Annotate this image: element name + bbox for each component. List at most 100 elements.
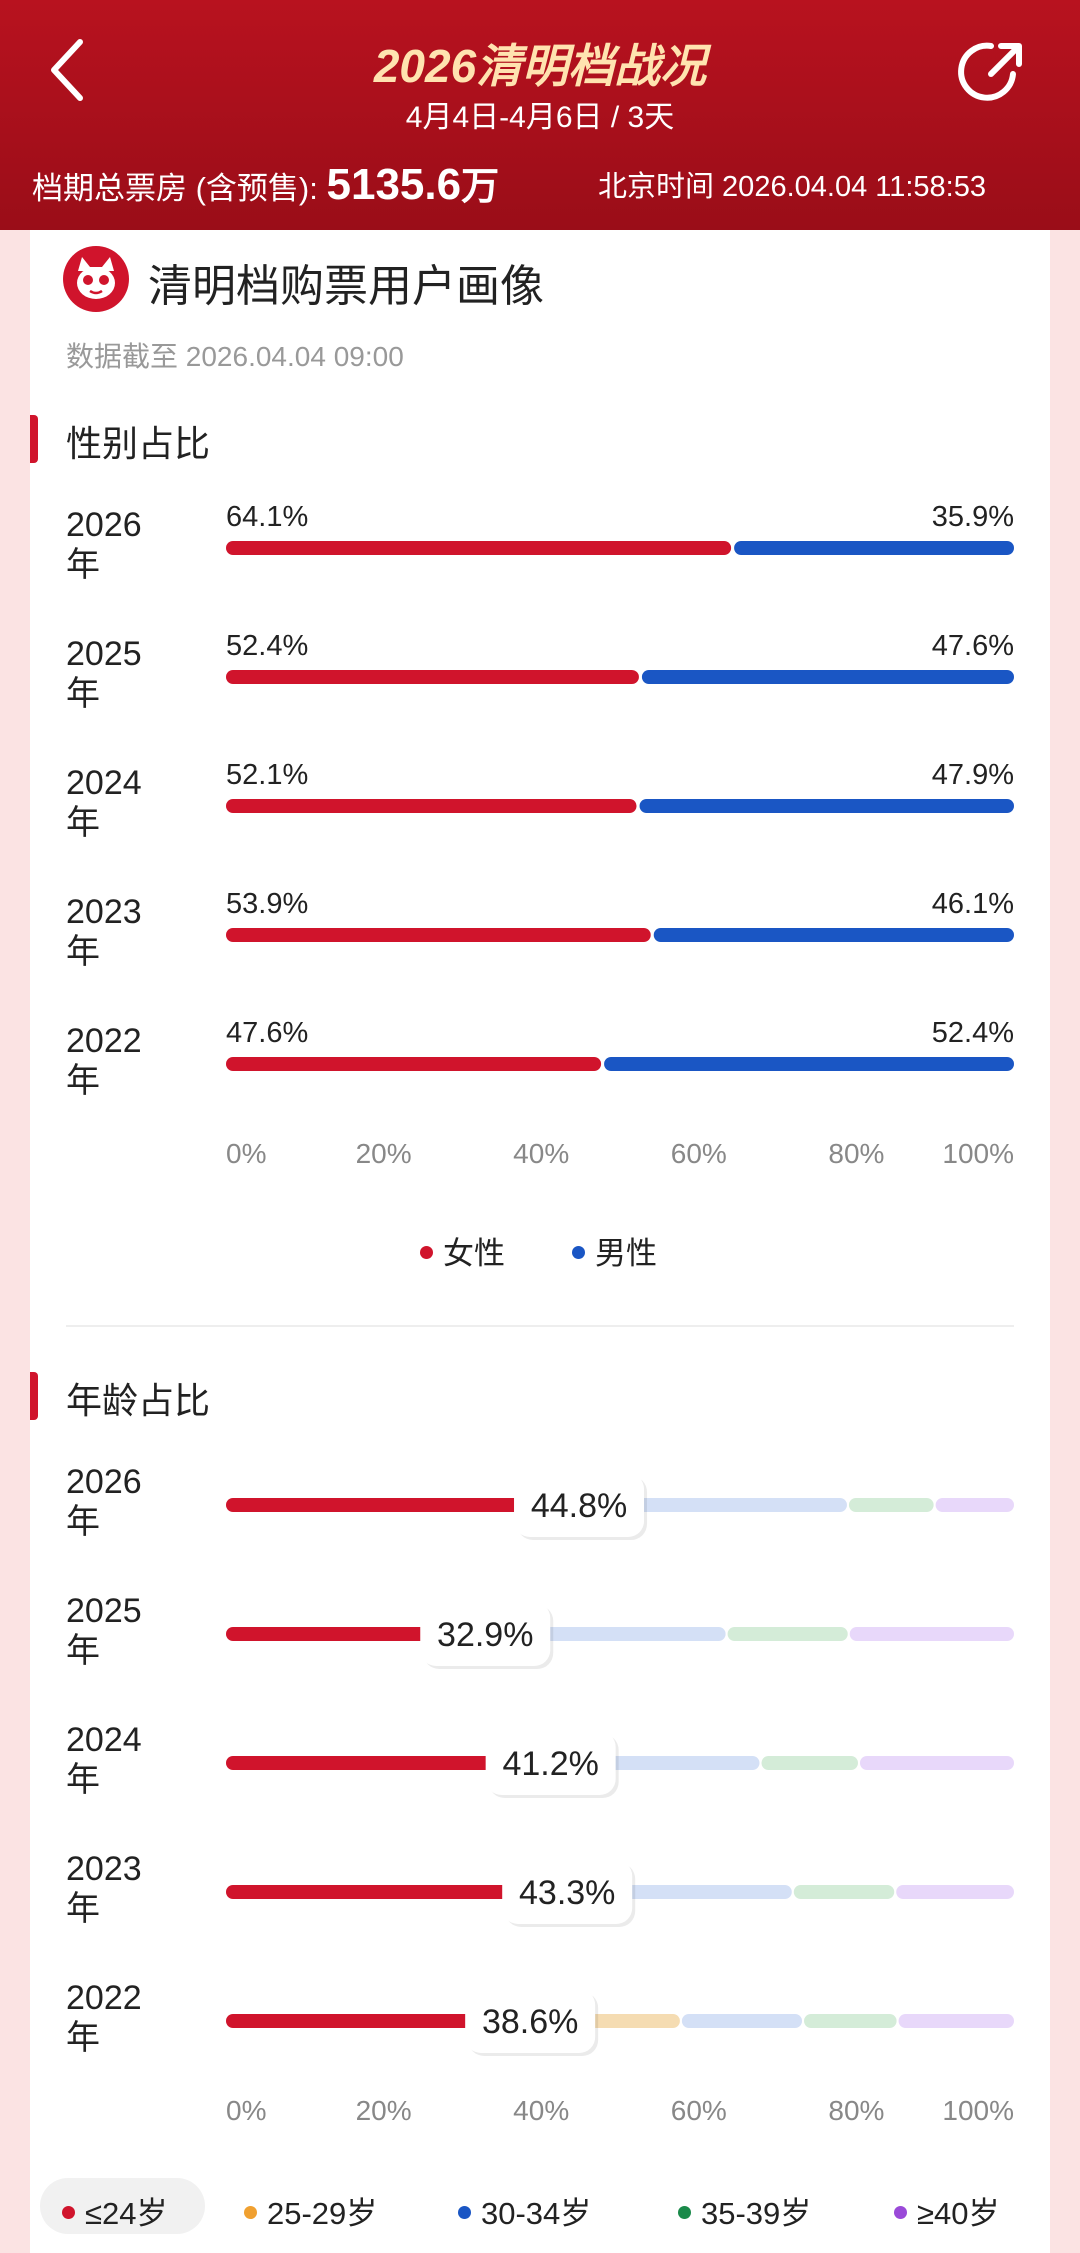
section-marker: [30, 415, 38, 463]
gender-chart: 2026 年 2025 年 2024 年 2023 年 2022 年 64.1% 35.9% 52.4%…: [66, 501, 1014, 1169]
x-tick-label: 100%: [942, 1138, 1014, 1169]
bar-segment-2[interactable]: [581, 1498, 847, 1512]
bar-segment-2[interactable]: [681, 2014, 803, 2028]
maoyan-cat-logo: [63, 246, 129, 312]
data-label-male: 46.1%: [932, 888, 1014, 920]
total-label: 档期总票房 (含预售):: [32, 171, 318, 206]
bar-male[interactable]: [641, 670, 1014, 684]
category-label: 2025 年: [66, 1592, 142, 1670]
bar-segment-0[interactable]: [226, 1885, 568, 1899]
bar-segment-4[interactable]: [896, 1885, 1014, 1899]
tooltip-box: [465, 1989, 596, 2053]
bar-female[interactable]: [226, 799, 637, 813]
total-value: 5135.6: [326, 160, 462, 209]
divider: [66, 1325, 1014, 1327]
bar-segment-3[interactable]: [793, 1885, 895, 1899]
bar-segment-3[interactable]: [848, 1498, 934, 1512]
bar-female[interactable]: [226, 928, 651, 942]
bar-segment-3[interactable]: [761, 1756, 858, 1770]
value-tooltip: 43.3%: [502, 1860, 636, 1927]
legend-label: 30-34岁: [481, 2196, 592, 2231]
x-tick-label: 0%: [226, 1138, 266, 1169]
section-marker: [30, 1372, 38, 1420]
bar-male[interactable]: [653, 928, 1014, 942]
tooltip-box: [420, 1602, 551, 1666]
bar-male[interactable]: [604, 1057, 1014, 1071]
legend-label: 25-29岁: [267, 2196, 378, 2231]
x-tick-label: 20%: [356, 1138, 412, 1169]
x-tick-label: 100%: [942, 2095, 1014, 2126]
bar-segment-4[interactable]: [898, 2014, 1014, 2028]
x-tick-label: 60%: [671, 2095, 727, 2126]
data-label-under24: 41.2%: [502, 1745, 598, 1783]
bar-segment-4[interactable]: [859, 1756, 1014, 1770]
data-label-female: 64.1%: [226, 501, 308, 533]
legend-dot: [420, 1246, 433, 1260]
legend-label: ≥40岁: [917, 2196, 1000, 2231]
category-label: 2024 年: [66, 1721, 142, 1799]
age-legend-35-39[interactable]: 35-39岁: [678, 2188, 811, 2233]
bar-segment-4[interactable]: [935, 1498, 1014, 1512]
legend-dot: [572, 1246, 585, 1260]
data-label-female: 52.1%: [226, 759, 308, 791]
category-label: 2022 年: [66, 1979, 142, 2057]
data-label-under24: 43.3%: [519, 1874, 615, 1912]
bar-male[interactable]: [639, 799, 1014, 813]
tooltip-box: [485, 1731, 616, 1795]
gender-section-title: 性别占比: [66, 423, 211, 464]
category-label: 2026 年: [66, 506, 142, 584]
bar-segment-0[interactable]: [226, 1756, 551, 1770]
x-tick-label: 20%: [356, 2095, 412, 2126]
bar-segment-3[interactable]: [727, 1627, 848, 1641]
legend-label: ≤24岁: [85, 2196, 168, 2231]
total-unit: 万: [461, 166, 500, 208]
value-tooltip: 38.6%: [465, 1989, 599, 2056]
bar-segment-4[interactable]: [849, 1627, 1014, 1641]
legend-dot: [678, 2206, 691, 2220]
gender-legend-female[interactable]: 女性: [420, 1228, 505, 1273]
legend-dot: [894, 2206, 907, 2220]
category-label: 2023 年: [66, 1850, 142, 1928]
age-chart: 2026 年 2025 年 2024 年 2023 年 2022 年 44.8% 32.9% 41.2%…: [66, 1463, 1014, 2126]
legend-dot: [62, 2206, 75, 2220]
category-label: 2026 年: [66, 1463, 142, 1541]
legend-label: 35-39岁: [701, 2196, 812, 2231]
bar-female[interactable]: [226, 670, 639, 684]
data-label-male: 47.9%: [932, 759, 1014, 791]
category-label: 2025 年: [66, 635, 142, 713]
category-label: 2022 年: [66, 1022, 142, 1100]
date-range: 4月4日-4月6日 / 3天: [405, 101, 675, 134]
age-legend-30-34[interactable]: 30-34岁: [458, 2188, 591, 2233]
bar-segment-0[interactable]: [226, 2014, 531, 2028]
value-tooltip: 32.9%: [420, 1602, 554, 1669]
age-section-title: 年龄占比: [66, 1380, 211, 1421]
legend-dot: [458, 2206, 471, 2220]
age-legend-under24[interactable]: ≤24岁: [62, 2188, 168, 2233]
data-label-under24: 38.6%: [482, 2003, 578, 2041]
x-tick-label: 80%: [828, 1138, 884, 1169]
bar-segment-3[interactable]: [804, 2014, 897, 2028]
data-label-female: 52.4%: [226, 630, 308, 662]
bar-female[interactable]: [226, 1057, 602, 1071]
x-tick-label: 0%: [226, 2095, 266, 2126]
value-tooltip: 44.8%: [514, 1473, 648, 1540]
bar-segment-0[interactable]: [226, 1498, 580, 1512]
data-label-male: 35.9%: [932, 501, 1014, 533]
bar-male[interactable]: [734, 541, 1014, 555]
age-legend-25-29[interactable]: 25-29岁: [244, 2188, 377, 2233]
share-icon[interactable]: [955, 30, 1035, 110]
bar-female[interactable]: [226, 541, 732, 555]
age-legend-over40[interactable]: ≥40岁: [894, 2188, 1000, 2233]
gender-legend-male[interactable]: 男性: [572, 1228, 657, 1273]
back-arrow-icon[interactable]: [40, 30, 100, 110]
category-label: 2023 年: [66, 893, 142, 971]
value-tooltip: 41.2%: [485, 1731, 619, 1798]
beijing-time: 北京时间 2026.04.04 11:58:53: [598, 171, 986, 203]
data-label-female: 53.9%: [226, 888, 308, 920]
tooltip-box: [514, 1473, 645, 1537]
x-tick-label: 60%: [671, 1138, 727, 1169]
data-label-under24: 44.8%: [531, 1487, 627, 1525]
legend-label: 女性: [443, 1236, 505, 1271]
legend-selected-bg: [40, 2178, 205, 2234]
data-label-male: 52.4%: [932, 1017, 1014, 1049]
